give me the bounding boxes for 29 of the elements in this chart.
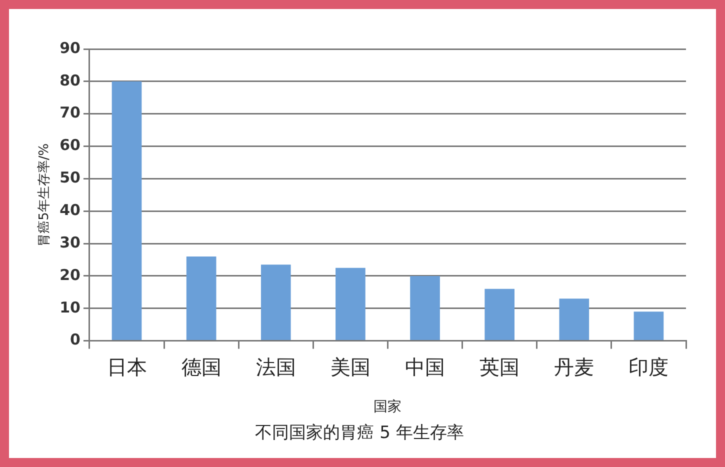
y-tick-label: 10 [60,298,80,316]
x-tick-label: 英国 [480,355,520,380]
bar [484,288,514,340]
y-tick-label: 60 [60,136,80,154]
y-axis-title: 胃癌5年生存率/% [36,143,52,246]
y-tick-label: 20 [60,266,80,284]
bar [634,312,664,340]
x-axis-title: 国家 [374,398,402,415]
bar [112,81,142,340]
bar [260,264,291,340]
y-tick-label: 90 [60,38,80,57]
y-tick-label: 50 [60,168,80,187]
x-tick-label: 德国 [181,355,222,380]
y-tick-label: 30 [60,233,80,252]
x-tick-label: 法国 [256,355,296,380]
x-tick-label: 中国 [405,355,446,380]
text: 不同国家的胃癌 5 年生存率 [255,423,464,444]
bar [336,268,366,340]
x-tick-label: 丹麦 [554,355,594,380]
x-tick-label: 日本 [106,355,147,380]
y-tick-label: 0 [70,330,80,349]
bar [410,276,440,340]
bar [186,256,216,340]
y-tick-label: 40 [60,201,80,219]
bar [559,298,590,340]
y-tick-label: 80 [60,71,80,90]
x-tick-label: 美国 [330,355,370,380]
y-tick-label: 70 [60,104,80,122]
x-tick-label: 印度 [628,355,669,380]
